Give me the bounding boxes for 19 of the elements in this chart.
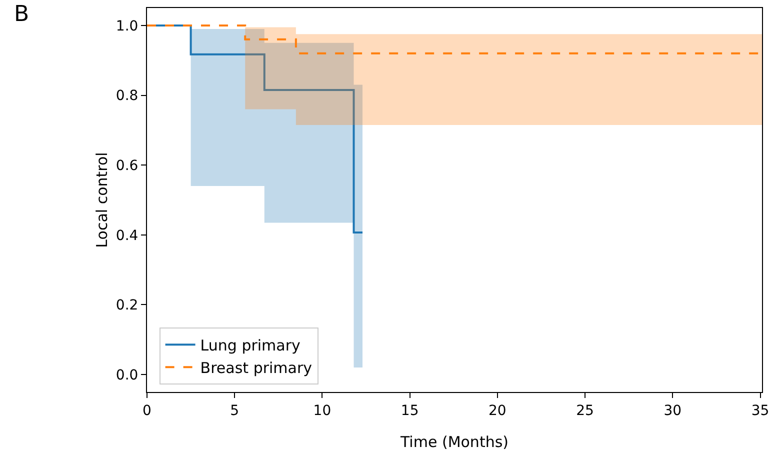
x-tick-label: 15 bbox=[400, 402, 419, 419]
legend-label: Lung primary bbox=[200, 336, 301, 354]
legend-label: Breast primary bbox=[200, 358, 312, 377]
text: B bbox=[14, 2, 30, 27]
y-axis-title: Local control bbox=[93, 152, 111, 248]
x-tick-label: 30 bbox=[664, 402, 682, 419]
x-tick-label: 35 bbox=[751, 402, 770, 419]
x-tick-label: 0 bbox=[142, 402, 152, 419]
x-axis-title: Time (Months) bbox=[399, 433, 509, 451]
x-tick-label: 10 bbox=[313, 402, 332, 419]
y-tick-label: 1.0 bbox=[116, 18, 138, 34]
y-tick-label: 0.4 bbox=[116, 228, 138, 244]
x-tick-label: 5 bbox=[230, 402, 240, 419]
x-tick-label: 20 bbox=[488, 402, 506, 419]
y-tick-label: 0.8 bbox=[116, 88, 138, 104]
y-tick-label: 0.0 bbox=[116, 367, 138, 384]
x-tick-label: 25 bbox=[576, 402, 594, 419]
y-tick-label: 0.2 bbox=[116, 298, 138, 314]
y-tick-label: 0.6 bbox=[116, 158, 138, 174]
